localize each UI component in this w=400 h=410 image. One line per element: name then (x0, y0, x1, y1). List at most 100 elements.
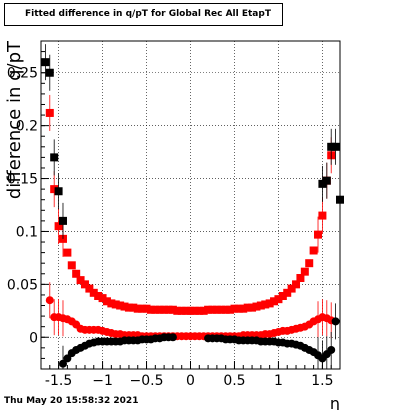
data-point-square (45, 68, 54, 77)
data-point-square (208, 305, 217, 314)
data-point-square (204, 305, 213, 314)
x-axis-label: η (330, 394, 340, 410)
data-point-square (58, 216, 67, 225)
data-point-square (89, 288, 98, 297)
x-tick-label: 0 (186, 373, 195, 389)
data-point-square (195, 306, 204, 315)
data-point-square (292, 280, 301, 289)
data-point-square (265, 299, 274, 308)
data-point-square (72, 269, 81, 278)
data-point-square (133, 304, 142, 313)
data-point-square (50, 153, 59, 162)
data-point-square (331, 142, 340, 151)
data-point-square (239, 304, 248, 313)
y-tick-label: 0 (29, 330, 38, 346)
data-point-square (85, 284, 94, 293)
data-point-circle (327, 345, 336, 354)
axis-ticks: -1.5 −1 −0.5 0 0.5 1 1.5 0 0.05 0.1 0.15 0.2 0.25 (7, 40, 341, 389)
y-tick-label: 0.1 (16, 224, 38, 240)
data-point-square (164, 305, 173, 314)
data-point-square (322, 176, 331, 185)
data-point-square (221, 305, 230, 314)
data-point-square (278, 291, 287, 300)
data-point-square (54, 222, 63, 231)
data-point-square (212, 305, 221, 314)
x-tick-label: −1 (92, 373, 113, 389)
data-point-square (305, 259, 314, 268)
data-point-square (248, 303, 257, 312)
data-point-square (300, 267, 309, 276)
y-tick-label: 0.2 (16, 119, 38, 135)
data-point-square (314, 230, 323, 239)
y-tick-label: 0.15 (7, 172, 38, 188)
data-point-square (129, 303, 138, 312)
data-point-square (226, 305, 235, 314)
data-point-square (261, 300, 270, 309)
data-point-square (98, 294, 107, 303)
data-point-square (296, 274, 305, 283)
data-point-square (151, 305, 160, 314)
data-point-square (287, 284, 296, 293)
data-point-square (138, 304, 147, 313)
data-point-square (41, 58, 50, 67)
data-point-square (94, 291, 103, 300)
data-point-square (50, 185, 59, 194)
data-point-square (45, 108, 54, 117)
data-point-square (270, 297, 279, 306)
data-point-square (80, 280, 89, 289)
chart-title: Fitted difference in q/pT for Global Rec… (4, 3, 283, 26)
data-point-square (177, 306, 186, 315)
data-point-square (336, 195, 344, 204)
data-point-square (256, 301, 265, 310)
x-tick-label: 0.5 (223, 373, 245, 389)
data-point-square (111, 300, 120, 309)
data-point-square (243, 303, 252, 312)
data-point-circle (331, 317, 340, 326)
grid-lines (41, 41, 340, 369)
data-point-circle (168, 333, 177, 342)
data-point-square (274, 295, 283, 304)
data-point-square (120, 302, 129, 311)
footer-timestamp: Thu May 20 15:58:32 2021 (4, 396, 139, 406)
data-point-square (173, 306, 182, 315)
data-point-square (252, 302, 261, 311)
y-tick-label: 0.05 (7, 277, 38, 293)
data-point-circle (58, 359, 67, 368)
plot-frame (40, 40, 341, 370)
data-point-square (116, 301, 125, 310)
x-tick-label: −0.5 (130, 373, 164, 389)
data-point-square (327, 142, 336, 151)
data-marks (41, 44, 344, 369)
data-point-circle (45, 296, 54, 305)
data-point-square (146, 305, 155, 314)
data-point-square (102, 297, 111, 306)
data-point-square (190, 306, 199, 315)
x-tick-label: 1 (274, 373, 283, 389)
data-point-square (54, 187, 63, 196)
y-axis-label: difference in q/pT (4, 40, 25, 199)
data-point-square (67, 261, 76, 270)
data-point-square (142, 304, 151, 313)
data-point-square (318, 211, 327, 220)
data-point-square (283, 288, 292, 297)
data-point-square (234, 304, 243, 313)
x-tick-label: 1.5 (311, 373, 333, 389)
y-tick-label: 0.25 (7, 66, 38, 82)
data-point-circle (63, 354, 72, 363)
data-point-square (63, 248, 72, 257)
data-point-square (318, 179, 327, 188)
data-point-square (199, 306, 208, 315)
data-point-square (217, 305, 226, 314)
data-point-square (155, 305, 164, 314)
data-point-square (309, 246, 318, 255)
data-point-square (124, 303, 133, 312)
data-point-square (107, 299, 116, 308)
data-point-square (76, 276, 85, 285)
data-point-square (230, 304, 239, 313)
data-point-square (182, 306, 191, 315)
data-point-square (168, 305, 177, 314)
x-tick-label: -1.5 (45, 373, 72, 389)
data-point-square (160, 305, 169, 314)
data-point-square (186, 306, 195, 315)
